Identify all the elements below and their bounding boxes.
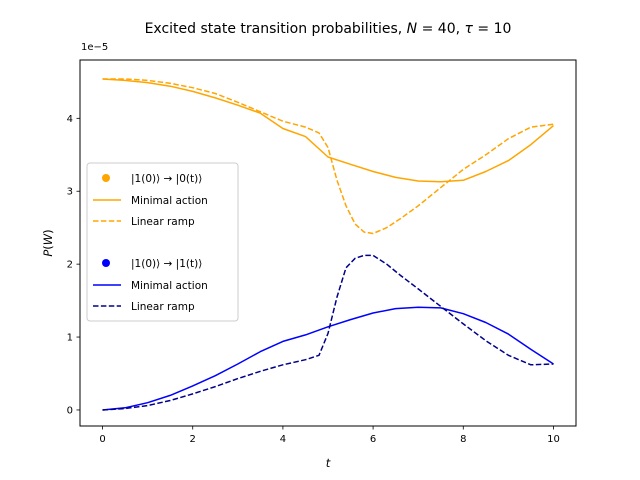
x-tick-label: 8 <box>460 434 466 445</box>
legend-label-0-1: Linear ramp <box>131 216 195 228</box>
x-axis-label: t <box>326 456 331 470</box>
series-line-3-dashed <box>102 254 554 411</box>
legend: |1(0)⟩ → |0(t)⟩ Minimal action Linear ramp… <box>86 162 239 322</box>
y-offset-text: 1e−5 <box>81 42 108 53</box>
legend-header-1: |1(0)⟩ → |1(t)⟩ <box>131 258 202 270</box>
plot-marks <box>102 78 554 411</box>
y-axis-label: P(W) <box>41 229 55 256</box>
x-tick-label: 0 <box>99 434 105 445</box>
legend-label-0-0: Minimal action <box>131 195 208 207</box>
legend-box <box>86 162 239 322</box>
x-tick-label: 2 <box>190 434 196 445</box>
legend-label-1-0: Minimal action <box>131 280 208 292</box>
legend-marker-0 <box>102 174 110 182</box>
legend-header-0: |1(0)⟩ → |0(t)⟩ <box>131 173 202 185</box>
legend-label-1-1: Linear ramp <box>131 301 195 313</box>
series-line-1-dashed <box>102 78 554 235</box>
y-tick-label: 3 <box>67 187 73 198</box>
x-tick-label: 10 <box>547 434 560 445</box>
y-tick-label: 2 <box>67 260 73 271</box>
plot-frame <box>79 59 577 427</box>
legend-marker-1 <box>102 259 110 267</box>
x-tick-label: 4 <box>280 434 286 445</box>
y-tick-label: 1 <box>67 333 73 344</box>
series-line-2-solid <box>102 306 554 411</box>
series-line-0-solid <box>102 78 554 183</box>
chart-title: Excited state transition probabilities, … <box>145 21 512 37</box>
x-tick-label: 6 <box>370 434 376 445</box>
y-tick-label: 4 <box>67 114 73 125</box>
y-tick-label: 0 <box>67 405 73 416</box>
x-axis-ticks: 0 2 4 6 8 10 <box>99 426 560 445</box>
y-axis-ticks: 0 1 2 3 4 <box>67 114 80 416</box>
